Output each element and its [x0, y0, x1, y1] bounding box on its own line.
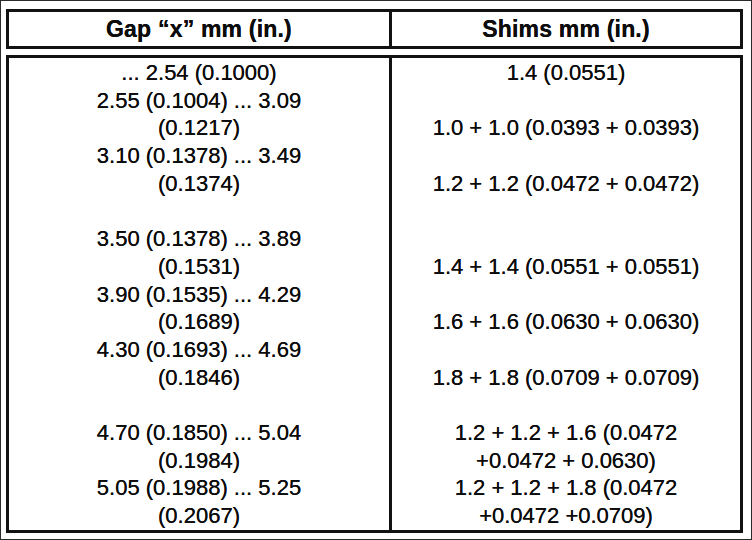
column-header-gap: Gap “x” mm (in.) [9, 12, 392, 46]
gap-line: 2.55 (0.1004) ... 3.09 [9, 87, 389, 115]
gap-line: (0.1374) [9, 170, 389, 198]
shims-line: 1.0 + 1.0 (0.0393 + 0.0393) [392, 114, 740, 142]
gap-line: (0.1531) [9, 253, 389, 281]
shims-line: 1.8 + 1.8 (0.0709 + 0.0709) [392, 364, 740, 392]
column-header-shims: Shims mm (in.) [392, 12, 740, 46]
gap-line: 4.30 (0.1693) ... 4.69 [9, 336, 389, 364]
gap-line: 3.90 (0.1535) ... 4.29 [9, 281, 389, 309]
shims-column: 1.4 (0.0551) 1.0 + 1.0 (0.0393 + 0.0393) 1… [392, 58, 740, 530]
gap-line: 3.50 (0.1378) ... 3.89 [9, 225, 389, 253]
scanned-manual-page: Gap “x” mm (in.) Shims mm (in.) ... 2.54… [0, 0, 752, 540]
gap-line: (0.1984) [9, 447, 389, 475]
shims-line: +0.0472 + 0.0630) [392, 447, 740, 475]
gap-column: ... 2.54 (0.1000)2.55 (0.1004) ... 3.09(… [9, 58, 392, 530]
shims-line [392, 391, 740, 419]
gap-line: 3.10 (0.1378) ... 3.49 [9, 142, 389, 170]
gap-line: (0.1689) [9, 308, 389, 336]
shims-line: +0.0472 +0.0709) [392, 502, 740, 530]
shims-line: 1.4 (0.0551) [392, 59, 740, 87]
shims-line [392, 281, 740, 309]
gap-line: ... 2.54 (0.1000) [9, 59, 389, 87]
gap-line: (0.1217) [9, 114, 389, 142]
gap-line [9, 197, 389, 225]
shims-line: 1.2 + 1.2 + 1.8 (0.0472 [392, 474, 740, 502]
table-header-row: Gap “x” mm (in.) Shims mm (in.) [6, 9, 743, 49]
gap-line: 4.70 (0.1850) ... 5.04 [9, 419, 389, 447]
shims-line: 1.4 + 1.4 (0.0551 + 0.0551) [392, 253, 740, 281]
shims-line [392, 225, 740, 253]
shims-line: 1.6 + 1.6 (0.0630 + 0.0630) [392, 308, 740, 336]
shims-line [392, 142, 740, 170]
gap-line: (0.1846) [9, 364, 389, 392]
gap-line: 5.05 (0.1988) ... 5.25 [9, 474, 389, 502]
table-body: ... 2.54 (0.1000)2.55 (0.1004) ... 3.09(… [6, 55, 743, 533]
shims-line: 1.2 + 1.2 (0.0472 + 0.0472) [392, 170, 740, 198]
gap-line [9, 391, 389, 419]
shims-line [392, 87, 740, 115]
shims-line [392, 197, 740, 225]
gap-line: (0.2067) [9, 502, 389, 530]
shims-line [392, 336, 740, 364]
shims-line: 1.2 + 1.2 + 1.6 (0.0472 [392, 419, 740, 447]
